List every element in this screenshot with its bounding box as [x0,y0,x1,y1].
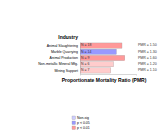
data-label: PMR = 1.30 [138,50,157,54]
tick: Animal Production [50,56,80,60]
bar [80,62,114,67]
n-label: N = 14 [81,50,91,54]
axis-title: Proportionate Mortality Ratio (PMR) [62,77,147,83]
data-label: PMR = 1.50 [138,43,157,47]
tick-label: Mining Support [54,69,78,73]
data-label: PMR = 1.10 [138,68,157,72]
x-axis [81,75,137,76]
legend-label: p < 0.05 [77,121,90,125]
legend-swatch [72,116,76,120]
legend-item: Non-sig [72,116,89,120]
bar [80,68,111,73]
title: Industry [58,34,78,40]
data-label: PMR = 1.60 [138,56,157,60]
legend: Non-sigp < 0.05p < 0.01 [72,116,90,130]
tick: Animal Slaughtering [47,44,80,48]
data-label: PMR = 1.20 [138,62,157,66]
legend-item: p < 0.05 [72,121,90,125]
tick: Mining Support [54,69,80,73]
legend-label: Non-sig [77,116,89,120]
tick-label: Marble Quarrying [51,50,78,54]
legend-swatch [72,126,76,130]
bars [80,43,125,73]
legend-swatch [72,121,76,125]
bar [80,43,122,48]
axis-line [80,43,81,75]
bar [80,55,125,60]
n-label: N = 7 [81,68,90,72]
n-label: N = 18 [81,43,91,47]
tick: Marble Quarrying [51,50,80,54]
tick-label: Non-metallic Mineral Mfg. [38,62,78,66]
tick-label: Animal Production [50,56,78,60]
n-label: N = 6 [81,62,90,66]
legend-label: p < 0.01 [77,126,90,130]
legend-item: p < 0.01 [72,126,90,130]
chart: IndustryN = 18 N = 14 N = 9 N = 6 N = 7 PMR =… [0,0,162,135]
tick-label: Animal Slaughtering [47,44,78,48]
y-axis: Animal Slaughtering Marble Quarrying Anima… [38,43,80,75]
tick: Non-metallic Mineral Mfg. [38,62,80,66]
n-label: N = 9 [81,56,90,60]
axis-line [81,75,137,76]
bar [80,49,116,54]
